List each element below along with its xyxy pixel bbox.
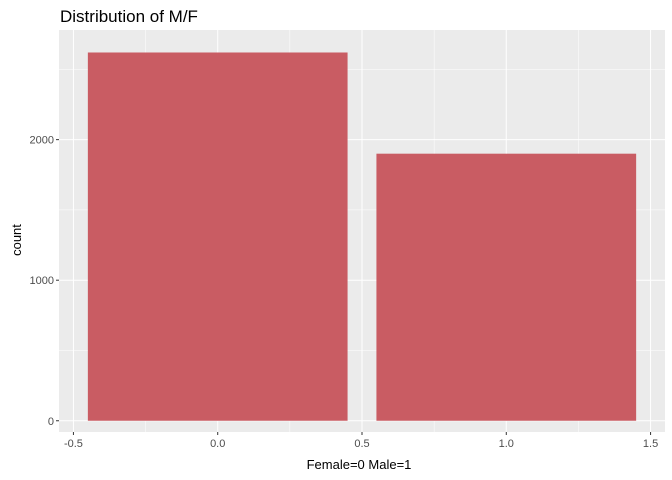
x-tick-label: 1.0 (499, 438, 514, 450)
x-tick-label: 0.5 (354, 438, 369, 450)
x-tick-label: -0.5 (64, 438, 83, 450)
bars-group (87, 52, 637, 421)
x-axis: -0.5 0.0 0.5 1.0 1.5 (64, 432, 658, 450)
x-tick-label: 0.0 (210, 438, 225, 450)
bar (376, 153, 637, 421)
x-axis-label: Female=0 Male=1 (307, 457, 412, 472)
bar (87, 52, 348, 421)
y-axis: 0 1000 2000 (30, 135, 59, 428)
chart-title: Distribution of M/F (60, 7, 198, 26)
y-tick-label: 1000 (30, 275, 54, 287)
x-tick-label: 1.5 (643, 438, 658, 450)
y-tick-label: 2000 (30, 135, 54, 147)
y-tick-label: 0 (48, 416, 54, 428)
y-axis-label: count (9, 224, 24, 256)
